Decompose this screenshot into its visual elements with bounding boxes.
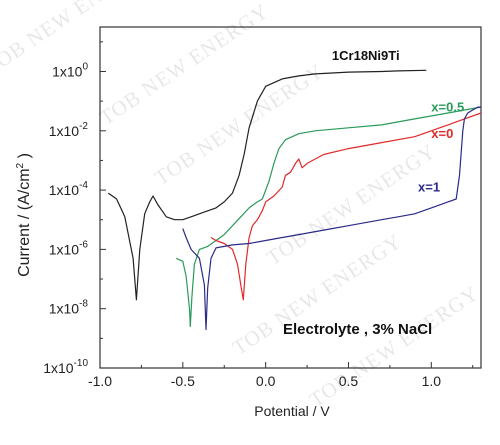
x-tick-label: -0.5 bbox=[171, 373, 195, 389]
series-label: x=0 bbox=[431, 126, 453, 141]
x-tick-label: 1.0 bbox=[422, 373, 442, 389]
electrolyte-annotation: Electrolyte , 3% NaCl bbox=[283, 321, 432, 338]
y-tick-label: 1x10-4 bbox=[49, 180, 89, 198]
series-labels: 1Cr18Ni9Ti x=0.5 x=0 x=1 bbox=[332, 48, 464, 194]
series-label: 1Cr18Ni9Ti bbox=[332, 48, 400, 63]
y-tick-label: 1x10-2 bbox=[49, 121, 89, 139]
series-line-x-1 bbox=[182, 106, 481, 331]
series-group bbox=[107, 69, 482, 331]
series-label: x=0.5 bbox=[431, 100, 464, 115]
series-label: x=1 bbox=[418, 180, 440, 195]
y-tick-label: 1x10-8 bbox=[49, 299, 89, 317]
series-line-x-0 bbox=[210, 112, 482, 301]
x-tick-label: -1.0 bbox=[88, 373, 112, 389]
series-line-x-0-5 bbox=[175, 106, 482, 328]
plot-frame bbox=[99, 26, 482, 369]
x-tick-label: 0.0 bbox=[256, 373, 276, 389]
y-axis-label: Current / (A/cm2 ) bbox=[15, 153, 33, 277]
x-tick-label: 0.5 bbox=[339, 373, 359, 389]
y-tick-label: 1x100 bbox=[52, 61, 88, 79]
y-tick-label: 1x10-6 bbox=[49, 239, 89, 257]
series-line-1Cr18Ni9Ti bbox=[107, 69, 427, 301]
x-axis-label: Potential / V bbox=[254, 403, 330, 419]
y-tick-label: 1x10-10 bbox=[43, 358, 88, 376]
axes: -1.0 -0.5 0.0 0.5 1.0 1x10-10 1x10-8 1x10-6 1x10… bbox=[43, 26, 482, 389]
